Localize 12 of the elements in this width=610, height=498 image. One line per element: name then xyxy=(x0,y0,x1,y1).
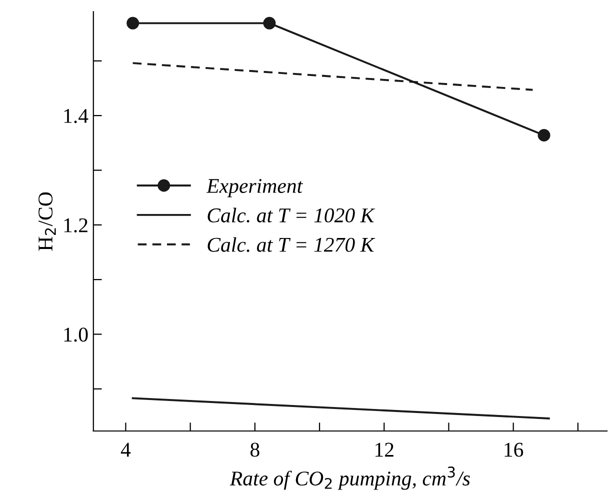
legend-label: Calc. at T = 1020 K xyxy=(208,208,376,223)
x-tick-label: 4 xyxy=(120,442,131,457)
legend-label: Calc. at T = 1270 K xyxy=(208,237,376,252)
y-tick-label: 1.0 xyxy=(64,328,88,342)
y-tick-label: 1.4 xyxy=(64,109,88,124)
x-axis-title: Rate of CO$_{2}$ pumping, cm$^{3}$/s xyxy=(230,466,470,490)
y-tick-label: 1.2 xyxy=(64,218,88,232)
x-tick-label: 12 xyxy=(376,442,394,457)
x-tick-label: 16 xyxy=(504,442,524,457)
x-tick-label: 8 xyxy=(250,442,260,457)
legend-label: Experiment xyxy=(206,179,304,198)
y-axis-title: H$_{2}$/CO xyxy=(38,192,56,251)
